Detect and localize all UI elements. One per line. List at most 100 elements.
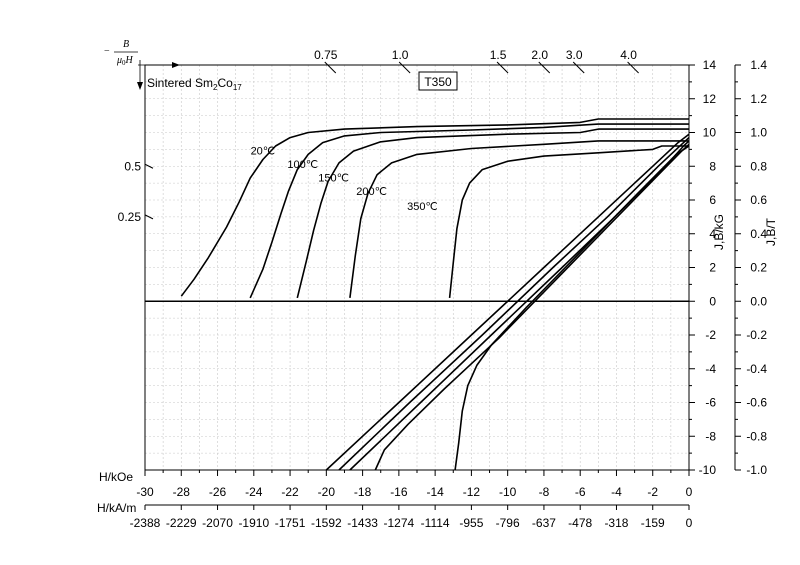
- x2-tick-label: -2070: [202, 516, 233, 530]
- curve-j: [349, 140, 689, 299]
- curves: [180, 118, 690, 471]
- x-tick-label: -16: [390, 485, 408, 499]
- x2-tick-label: -318: [604, 516, 628, 530]
- permeance-tick-top-label: 1.5: [490, 48, 507, 62]
- x2-tick-label: -2388: [130, 516, 161, 530]
- ykg-tick-label: 4: [709, 227, 716, 241]
- ykg-tick-label: 2: [709, 261, 716, 275]
- curve-j: [448, 145, 689, 298]
- x-tick-label: 0: [686, 485, 693, 499]
- x-axis-koe: -30 -28 -26 -24 -22 -20 -18 -16 -14 -12 -10 -8 -6 -4-…: [136, 470, 693, 499]
- x-tick-label: -14: [426, 485, 444, 499]
- x-axis-label-kam: H/kA/m: [97, 501, 136, 515]
- ykg-tick-label: -2: [705, 328, 716, 342]
- x-tick-label: -2: [647, 485, 658, 499]
- permeance-tick-top: [538, 61, 551, 74]
- series-label: 150℃: [318, 172, 349, 184]
- yt-tick-label: 0.4: [750, 227, 767, 241]
- x-tick-label: -8: [539, 485, 550, 499]
- permeance-arrow-down: [137, 82, 143, 90]
- curve-j: [296, 128, 689, 299]
- grade-label-box: [418, 71, 458, 91]
- yt-tick-label: 1.2: [750, 92, 767, 106]
- permeance-tick-top: [627, 61, 639, 74]
- x-tick-label: -26: [209, 485, 227, 499]
- x2-tick-label: -1751: [275, 516, 306, 530]
- x-tick-label: -4: [611, 485, 622, 499]
- permeance-numerator: B: [123, 39, 129, 50]
- x-tick-label: -10: [499, 485, 517, 499]
- permeance-tick-left-label: 0.5: [124, 159, 141, 173]
- yt-tick-label: 1.4: [750, 58, 767, 72]
- yt-tick-label: -0.2: [746, 328, 767, 342]
- permeance-tick-top-label: 1.0: [392, 48, 409, 62]
- permeance-tick-left: [144, 163, 154, 169]
- series-label: 350℃: [407, 201, 438, 213]
- y-axis-kg: -10 -8 -6 -4 -2 0 2 4 6 8 10 12 14: [689, 58, 716, 477]
- ykg-tick-label: -4: [705, 362, 716, 376]
- ykg-tick-label: 10: [703, 126, 717, 140]
- yt-tick-label: -0.8: [746, 429, 767, 443]
- x2-tick-label: 0: [686, 516, 693, 530]
- permeance-tick-top: [496, 61, 509, 74]
- permeance-tick-left-label: 0.25: [118, 210, 142, 224]
- y-axis-t: -1.0 -0.8 -0.6 -0.4 -0.2 0.0 0.2 0.4 0.6 0.8 1.0 1.…: [735, 58, 767, 477]
- ykg-tick-label: 6: [709, 193, 716, 207]
- permeance-tick-top: [324, 61, 337, 74]
- grid: [145, 65, 689, 470]
- x2-tick-label: -478: [568, 516, 592, 530]
- x2-tick-label: -1592: [311, 516, 342, 530]
- yt-tick-label: 0.6: [750, 193, 767, 207]
- yt-tick-label: 0.0: [750, 294, 767, 308]
- x-tick-label: -12: [463, 485, 481, 499]
- curve-b: [338, 137, 690, 471]
- permeance-sub0: 0: [122, 59, 126, 67]
- permeance-tick-top-label: 0.75: [314, 48, 338, 62]
- ykg-tick-label: 8: [709, 159, 716, 173]
- series-label: 200℃: [356, 186, 387, 198]
- yt-tick-label: -0.6: [746, 396, 767, 410]
- x2-tick-label: -159: [641, 516, 665, 530]
- yt-tick-label: 0.8: [750, 159, 767, 173]
- permeance-tick-top-label: 2.0: [531, 48, 548, 62]
- permeance-tick-top: [398, 61, 411, 74]
- material-label-sub1: 2: [213, 83, 218, 92]
- permeance-minus: −: [104, 46, 110, 57]
- material-label-sub2: 17: [233, 83, 242, 92]
- permeance-denominator: μ0H: [116, 55, 134, 67]
- ykg-tick-label: -10: [699, 463, 717, 477]
- permeance-H: H: [125, 55, 134, 66]
- series-label: 100℃: [287, 159, 318, 171]
- ykg-tick-label: 14: [703, 58, 717, 72]
- x2-tick-label: -637: [532, 516, 556, 530]
- x-axis-label-koe: H/kOe: [99, 470, 133, 484]
- material-label-main: Sintered Sm: [147, 76, 213, 90]
- ykg-tick-label: 0: [709, 294, 716, 308]
- x2-tick-label: -955: [459, 516, 483, 530]
- x2-tick-label: -1433: [347, 516, 378, 530]
- permeance-tick-left: [144, 214, 154, 220]
- x-axis-kam: -2388 -2229 -2070 -1910 -1751 -1592 -1433 -1274…: [130, 505, 693, 530]
- ykg-tick-label: -6: [705, 396, 716, 410]
- permeance-tick-top: [572, 61, 585, 74]
- x-tick-label: -20: [318, 485, 336, 499]
- permeance-tick-top-label: 4.0: [620, 48, 637, 62]
- x-tick-label: -6: [575, 485, 586, 499]
- yt-tick-label: -0.4: [746, 362, 767, 376]
- yt-tick-label: 1.0: [750, 126, 767, 140]
- curve-b: [374, 143, 690, 471]
- permeance-axis-label: − B μ0H: [104, 39, 180, 90]
- x-tick-label: -30: [136, 485, 154, 499]
- x2-tick-label: -1274: [384, 516, 415, 530]
- permeance-ticks-top: 0.75 1.0 1.5 2.0 3.0 4.0: [314, 48, 639, 74]
- series-label: 20℃: [251, 145, 276, 157]
- yt-tick-label: 0.2: [750, 261, 767, 275]
- material-label: Sintered Sm2Co17: [147, 76, 242, 92]
- x-tick-label: -18: [354, 485, 372, 499]
- material-label-mid: Co: [217, 76, 233, 90]
- yt-tick-label: -1.0: [746, 463, 767, 477]
- curve-b: [454, 145, 690, 471]
- x-tick-label: -24: [245, 485, 263, 499]
